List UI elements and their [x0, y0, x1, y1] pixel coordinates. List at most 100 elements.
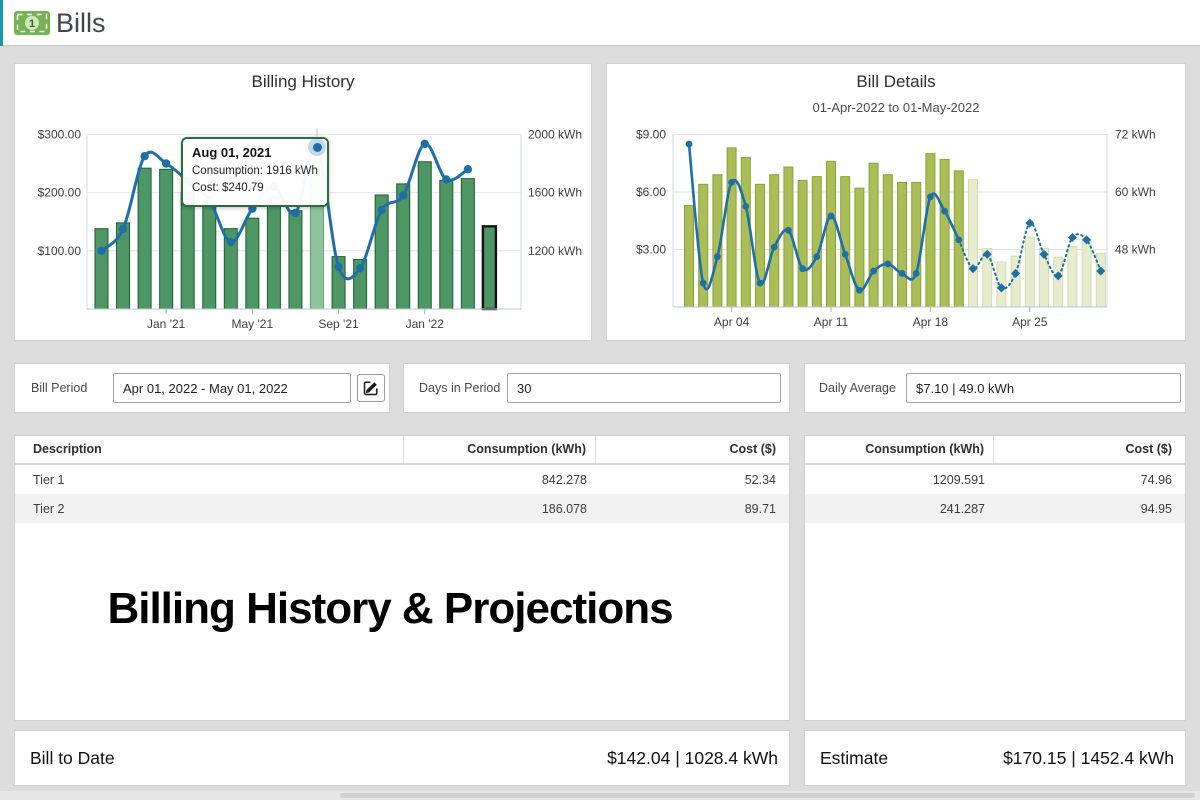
- x-axis-tick: Sep '21: [318, 317, 359, 331]
- right-axis-tick: 60 kWh: [1115, 185, 1156, 199]
- bar: [911, 181, 922, 308]
- cost-header: Cost ($): [729, 442, 776, 456]
- estimate-value: $170.15 | 1452.4 kWh: [1003, 747, 1174, 768]
- chart-tooltip: Aug 01, 2021 Consumption: 1916 kWh Cost:…: [181, 137, 329, 207]
- data-point: [927, 193, 934, 201]
- x-axis-tick: Apr 25: [1012, 315, 1048, 329]
- bar: [288, 210, 303, 310]
- bar: [726, 147, 737, 308]
- bar: [417, 161, 432, 310]
- page-title: Bills: [56, 8, 106, 38]
- scrollbar-thumb[interactable]: [340, 793, 1195, 798]
- bar: [897, 181, 907, 308]
- bill-details-chart[interactable]: $9.00 72 kWh $6.00 60 kWh $3.00 48 kWh Apr 04 A…: [607, 64, 1185, 340]
- bar: [826, 160, 836, 308]
- bill-period-input[interactable]: [113, 373, 351, 403]
- data-point: [756, 279, 764, 287]
- left-axis-tick: $300.00: [38, 127, 82, 141]
- edit-bill-period-button[interactable]: [357, 374, 385, 402]
- data-point: [884, 260, 892, 268]
- bar: [439, 179, 454, 310]
- data-point: [770, 243, 778, 251]
- table-header-row: Consumption (kWh) Cost ($): [805, 436, 1185, 465]
- tooltip-consumption: Consumption: 1916 kWh: [192, 165, 318, 177]
- right-axis-tick: 72 kWh: [1115, 127, 1156, 141]
- data-point: [161, 159, 171, 168]
- data-point: [955, 236, 963, 244]
- consumption-header: Consumption (kWh): [805, 436, 994, 463]
- data-point: [140, 152, 149, 161]
- svg-text:1: 1: [29, 18, 35, 30]
- bill-period-label: Bill Period: [31, 381, 88, 395]
- table-row: 241.287 94.95: [805, 494, 1185, 523]
- data-point: [799, 265, 806, 273]
- left-axis-tick: $200.00: [38, 186, 82, 200]
- left-axis-tick: $9.00: [636, 127, 666, 141]
- consumption-line: [687, 142, 961, 292]
- consumption-header: Consumption (kWh): [404, 436, 596, 463]
- bar: [968, 179, 978, 308]
- cost-header: Cost ($): [1125, 442, 1172, 456]
- data-point: [699, 279, 707, 287]
- right-axis-tick: 1600 kWh: [528, 186, 582, 200]
- app-header: 1 Bills: [0, 0, 1200, 46]
- bill-details-card: $9.00 72 kWh $6.00 60 kWh $3.00 48 kWh Apr 04 A…: [606, 63, 1186, 341]
- tier-cell: Tier 2: [33, 501, 65, 516]
- daily-average-card: Daily Average: [804, 363, 1186, 413]
- bar: [481, 225, 498, 311]
- tooltip-cost: Cost: $240.79: [192, 182, 264, 195]
- table-row: Tier 1 842.278 52.34: [15, 465, 789, 494]
- projected-data-point: [1011, 268, 1021, 278]
- right-axis-tick: 2000 kWh: [528, 127, 582, 141]
- horizontal-scrollbar[interactable]: [0, 791, 1200, 800]
- data-point: [97, 246, 106, 255]
- consumption-cell: 241.287: [939, 501, 985, 516]
- data-point: [399, 191, 408, 200]
- data-point: [841, 250, 849, 258]
- data-point: [714, 253, 721, 261]
- bar: [740, 156, 751, 308]
- estimate-label: Estimate: [820, 747, 889, 768]
- bar: [1024, 236, 1035, 308]
- bar: [180, 192, 195, 310]
- days-in-period-label: Days in Period: [419, 381, 501, 395]
- highlighted-data-point: [308, 138, 326, 156]
- edit-pencil-icon: [363, 381, 378, 396]
- data-point: [355, 264, 365, 273]
- bar: [1081, 238, 1092, 308]
- table-row: Tier 2 186.078 89.71: [15, 494, 789, 523]
- data-point: [898, 270, 906, 277]
- data-point: [827, 212, 835, 220]
- daily-average-input[interactable]: [906, 373, 1181, 403]
- x-axis-tick: Jan '21: [147, 317, 186, 331]
- consumption-cell: 1209.591: [932, 472, 985, 487]
- bar: [1067, 246, 1078, 308]
- right-axis-tick: 48 kWh: [1115, 242, 1156, 256]
- x-axis-tick: Jan '22: [406, 317, 445, 331]
- consumption-cell: 842.278: [541, 472, 587, 487]
- data-point: [442, 175, 451, 184]
- table-row: 1209.591 74.96: [805, 465, 1185, 494]
- data-point: [248, 204, 257, 213]
- x-axis-tick: Apr 18: [913, 315, 949, 329]
- bar: [460, 178, 475, 310]
- description-header: Description: [15, 436, 404, 463]
- days-in-period-input[interactable]: [507, 373, 781, 403]
- billing-history-title: Billing History: [251, 72, 355, 91]
- data-point: [334, 262, 343, 272]
- bar: [811, 176, 822, 308]
- x-axis-tick: Apr 04: [714, 315, 750, 329]
- data-point: [377, 205, 386, 215]
- tier-breakdown-table: Description Consumption (kWh) Cost ($) T…: [14, 435, 790, 721]
- bar: [137, 167, 152, 310]
- bar: [1053, 256, 1064, 308]
- bill-to-date-label: Bill to Date: [30, 747, 115, 768]
- billing-history-card: $300.00 2000 kWh $200.00 1600 kWh $100.00 120…: [14, 63, 592, 341]
- projection-table: Consumption (kWh) Cost ($) 1209.591 74.9…: [804, 435, 1186, 721]
- billing-history-watermark: Billing History & Projections: [107, 584, 673, 633]
- cost-cell: 94.95: [1140, 501, 1172, 516]
- money-bill-icon: 1: [14, 11, 50, 35]
- bar: [882, 174, 893, 308]
- data-point: [685, 140, 693, 148]
- left-axis-tick: $100.00: [38, 244, 82, 258]
